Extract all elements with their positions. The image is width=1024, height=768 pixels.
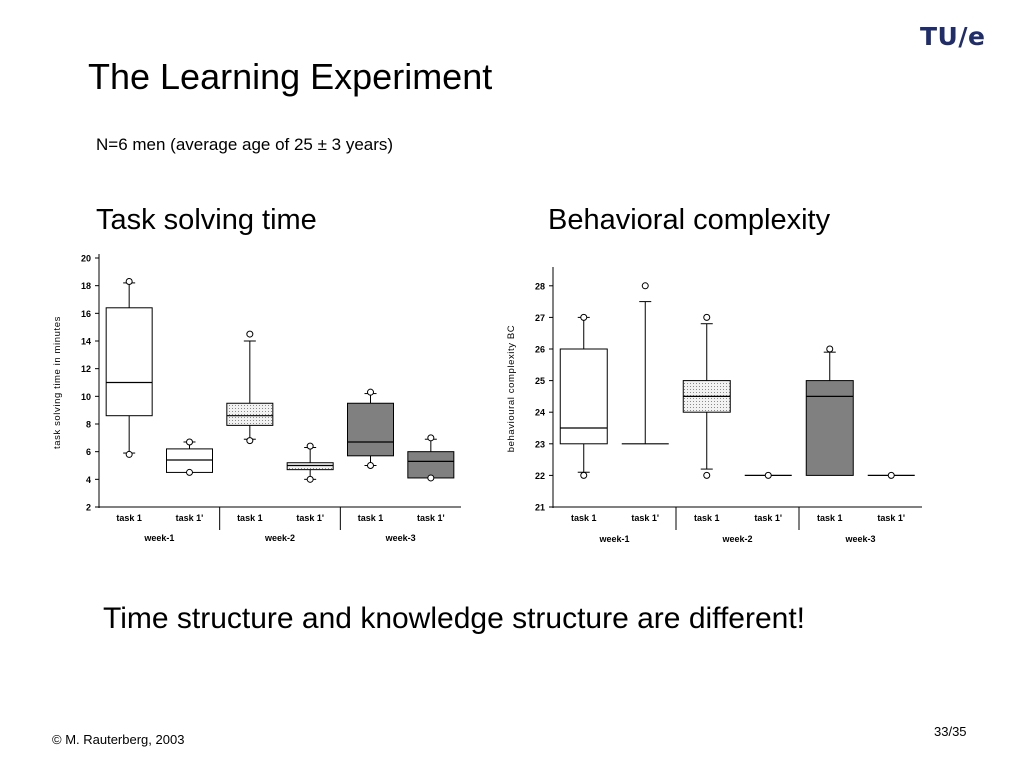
left-y-axis-label: task solving time in minutes [52,316,63,449]
left-y-tick-label: 4 [86,475,91,485]
page-number: 33/35 [934,724,967,739]
right-outlier-point [580,471,588,479]
left-y-tick-label: 14 [81,337,91,347]
left-outlier-point [125,450,133,458]
right-y-tick-label: 28 [535,281,545,291]
left-category-label: task 1 [358,513,384,523]
heading-behavioral-complexity: Behavioral complexity [548,204,831,236]
left-category-label: task 1' [176,513,204,523]
left-y-tick-label: 2 [86,503,91,513]
left-outlier-point [306,442,314,450]
right-box [805,380,854,476]
left-category-label: task 1' [296,513,324,523]
behavioral-complexity-boxplot: 21 22 23 24 25 26 27 28 behavioural complexity B… [506,267,922,544]
left-outlier-point [246,437,254,445]
left-outlier-point [246,330,254,338]
left-box [166,448,213,473]
right-y-tick-label: 24 [535,408,545,418]
right-y-tick-label: 22 [535,471,545,481]
right-category-label: task 1 [817,513,843,523]
left-box [407,451,455,479]
left-y-tick-label: 18 [81,281,91,291]
right-box [559,348,608,445]
left-outlier-point [125,278,133,286]
left-y-tick-label: 10 [81,392,91,402]
right-y-tick-label: 26 [535,345,545,355]
left-box [286,462,334,471]
right-y-tick-label: 25 [535,376,545,386]
left-category-label: task 1' [417,513,445,523]
right-outlier-point [826,345,834,353]
left-box [226,402,274,426]
left-group-label: week-2 [264,533,295,543]
left-box [347,402,394,457]
left-outlier-point [306,475,314,483]
right-category-label: task 1' [631,513,659,523]
slide-subtitle: N=6 men (average age of 25 ± 3 years) [96,135,394,154]
right-outlier-point [887,471,895,479]
right-group-label: week-3 [844,534,875,544]
right-category-label: task 1' [754,513,782,523]
left-outlier-point [427,434,435,442]
left-y-tick-label: 12 [81,364,91,374]
copyright: © M. Rauterberg, 2003 [52,732,185,747]
left-y-tick-label: 8 [86,420,91,430]
slide-title: The Learning Experiment [88,56,493,97]
left-box [105,307,153,417]
right-y-axis-label: behavioural complexity BC [506,325,517,452]
right-y-tick-label: 21 [535,503,545,513]
left-group-label: week-3 [385,533,416,543]
right-outlier-point [703,313,711,321]
right-outlier-point [703,471,711,479]
left-y-tick-label: 6 [86,447,91,457]
right-group-label: week-1 [598,534,629,544]
right-y-tick-label: 23 [535,439,545,449]
heading-task-solving-time: Task solving time [96,204,317,236]
left-outlier-point [367,462,374,469]
left-outlier-point [427,474,435,482]
task-time-boxplot: 2 4 6 8 10 12 14 16 18 20 task solving time in min… [52,254,461,543]
left-outlier-point [186,468,193,476]
right-category-label: task 1 [694,513,720,523]
left-group-label: week-1 [143,533,174,543]
left-y-tick-label: 16 [81,309,91,319]
right-category-label: task 1 [571,513,597,523]
tue-logo: TU/e [920,22,986,51]
left-y-tick-label: 20 [81,254,91,264]
right-group-label: week-2 [721,534,752,544]
left-outlier-point [367,388,374,396]
right-outlier-point [580,313,588,321]
right-category-label: task 1' [877,513,905,523]
conclusion-text: Time structure and knowledge structure a… [103,602,806,635]
right-y-tick-label: 27 [535,313,545,323]
right-outlier-point [764,471,772,479]
left-category-label: task 1 [237,513,263,523]
left-category-label: task 1 [116,513,142,523]
left-outlier-point [186,438,193,446]
right-outlier-point [641,282,649,290]
